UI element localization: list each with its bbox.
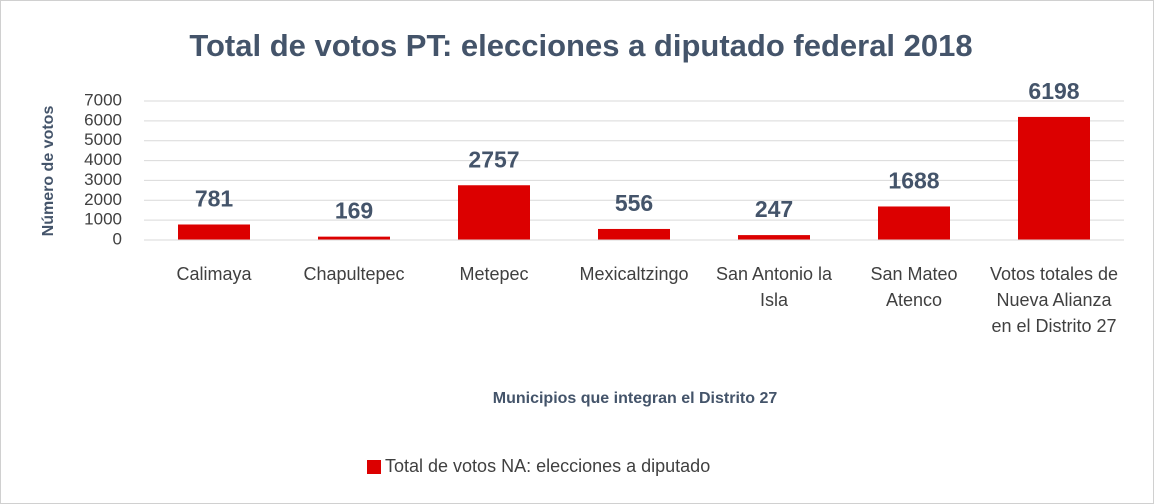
bar bbox=[458, 185, 530, 240]
y-tick-label: 6000 bbox=[84, 110, 122, 129]
y-tick-label: 0 bbox=[113, 229, 122, 248]
x-tick-label: Mexicaltzingo bbox=[579, 264, 689, 284]
bar bbox=[318, 236, 390, 240]
chart-title: Total de votos PT: elecciones a diputado… bbox=[189, 28, 972, 63]
bar bbox=[178, 224, 250, 240]
data-label: 2757 bbox=[468, 146, 519, 172]
x-axis-label: Municipios que integran el Distrito 27 bbox=[493, 390, 778, 407]
legend-label: Total de votos NA: elecciones a diputado bbox=[385, 456, 710, 476]
x-tick-label: Calimaya bbox=[176, 264, 252, 284]
y-axis-label: Número de votos bbox=[40, 106, 57, 237]
bar bbox=[738, 235, 810, 240]
data-label: 247 bbox=[755, 196, 793, 222]
legend-swatch bbox=[367, 460, 381, 474]
x-tick-label: San Mateo Atenco bbox=[870, 264, 958, 310]
x-tick-label: San Antonio la Isla bbox=[715, 264, 833, 310]
data-label: 6198 bbox=[1028, 78, 1079, 104]
bar bbox=[598, 228, 670, 240]
y-tick-label: 2000 bbox=[84, 190, 122, 209]
data-label: 169 bbox=[335, 198, 373, 224]
y-tick-label: 7000 bbox=[84, 90, 122, 109]
y-tick-label: 1000 bbox=[84, 210, 122, 229]
x-tick-label: Votos totales de Nueva Alianza en el Dis… bbox=[989, 264, 1119, 336]
y-tick-label: 3000 bbox=[84, 170, 122, 189]
x-tick-label: Chapultepec bbox=[303, 264, 405, 284]
y-tick-label: 4000 bbox=[84, 150, 122, 169]
bar bbox=[1018, 116, 1090, 240]
y-tick-label: 5000 bbox=[84, 130, 122, 149]
x-tick-label: Metepec bbox=[459, 264, 529, 284]
data-label: 781 bbox=[195, 186, 234, 212]
bar bbox=[878, 206, 950, 240]
data-label: 1688 bbox=[888, 168, 939, 194]
data-label: 556 bbox=[615, 190, 653, 216]
